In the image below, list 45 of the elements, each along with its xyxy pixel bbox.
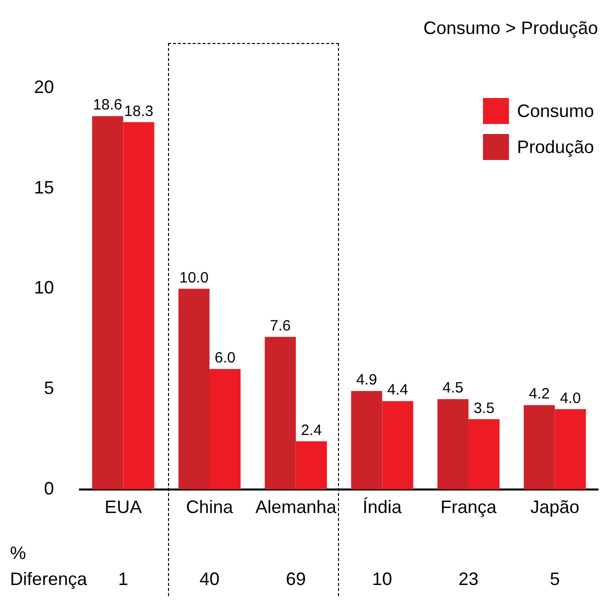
x-tick-label: Índia	[362, 497, 403, 518]
bar	[178, 288, 210, 490]
data-label: 10.0	[179, 269, 209, 286]
x-tick-label: Alemanha	[255, 497, 338, 518]
data-label: 4.0	[560, 390, 581, 407]
x-tick-label: França	[440, 497, 498, 518]
x-tick-label: EUA	[104, 497, 142, 518]
bar	[524, 405, 555, 490]
text: 69	[286, 569, 306, 589]
data-label: 4.4	[387, 382, 408, 399]
bar	[468, 419, 500, 490]
bar	[554, 409, 586, 490]
data-label: 18.3	[124, 102, 154, 120]
y-tick-label: 10	[34, 278, 54, 298]
bar	[210, 368, 241, 490]
data-label: 18.6	[93, 96, 122, 114]
text: 5	[550, 569, 560, 589]
legend-label: Produção	[516, 136, 594, 157]
bar	[123, 122, 154, 490]
data-label: 4.5	[442, 380, 464, 397]
x-tick-label: China	[186, 497, 234, 518]
bar	[92, 116, 124, 490]
text: Consumo > Produção	[423, 18, 598, 38]
text: % Diferença	[10, 543, 88, 589]
bar	[437, 399, 469, 490]
data-label: 6.0	[214, 350, 236, 367]
y-tick-label: 15	[34, 177, 54, 198]
data-label: 2.4	[300, 422, 322, 439]
data-label: 4.2	[528, 386, 550, 403]
text: 23	[458, 569, 479, 589]
x-tick-label: Japão	[530, 497, 580, 518]
y-tick-label: 0	[44, 478, 54, 498]
bar	[296, 441, 327, 490]
data-label: 3.5	[474, 400, 494, 417]
data-label: 7.6	[270, 318, 291, 335]
y-tick-label: 20	[34, 76, 54, 97]
text: 10	[372, 569, 392, 589]
bar	[382, 401, 414, 490]
data-label: 4.9	[356, 372, 378, 389]
y-tick-label: 5	[44, 378, 54, 398]
bar	[264, 336, 296, 490]
bar	[351, 391, 382, 490]
legend-label: Consumo	[516, 100, 594, 121]
text: 40	[200, 569, 220, 589]
text: 1	[118, 569, 128, 589]
